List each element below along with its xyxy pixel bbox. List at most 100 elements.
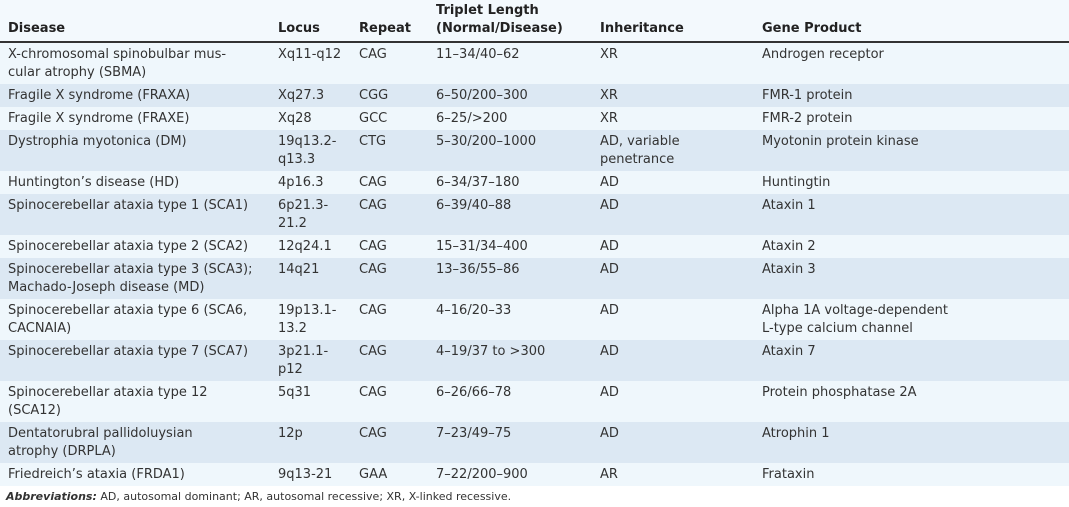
table-row: Spinocerebellar ataxia type 1 (SCA1) 6p21…	[0, 194, 1069, 235]
header-inheritance: Inheritance	[592, 0, 754, 43]
cell-inheritance: AR	[592, 463, 754, 486]
cell-repeat: CAG	[351, 171, 428, 194]
cell-triplet-length: 6–25/>200	[428, 107, 592, 130]
cell-locus: 12p	[270, 422, 351, 463]
cell-repeat: CAG	[351, 235, 428, 258]
cell-repeat: CAG	[351, 194, 428, 235]
table-row: Spinocerebellar ataxia type 7 (SCA7) 3p21…	[0, 340, 1069, 381]
cell-triplet-length: 15–31/34–400	[428, 235, 592, 258]
cell-inheritance: XR	[592, 84, 754, 107]
cell-triplet-length: 6–50/200–300	[428, 84, 592, 107]
cell-gene-product: Ataxin 3	[754, 258, 1069, 299]
table-row: Fragile X syndrome (FRAXE) Xq28 GCC 6–25/>2…	[0, 107, 1069, 130]
cell-locus: 19p13.1-13.2	[270, 299, 351, 340]
cell-inheritance: XR	[592, 107, 754, 130]
cell-inheritance: AD	[592, 235, 754, 258]
cell-inheritance: AD, variable penetrance	[592, 130, 754, 171]
footnote-label: Abbreviations:	[6, 490, 97, 503]
cell-locus: Xq28	[270, 107, 351, 130]
cell-gene-product: Ataxin 7	[754, 340, 1069, 381]
cell-inheritance: AD	[592, 299, 754, 340]
cell-gene-product: Huntingtin	[754, 171, 1069, 194]
cell-disease: Friedreich’s ataxia (FRDA1)	[0, 463, 270, 486]
table-row: Fragile X syndrome (FRAXA) Xq27.3 CGG 6–50/…	[0, 84, 1069, 107]
cell-triplet-length: 6–26/66–78	[428, 381, 592, 422]
cell-triplet-length: 6–34/37–180	[428, 171, 592, 194]
cell-repeat: CAG	[351, 381, 428, 422]
table-row: Dystrophia myotonica (DM) 19q13.2-q13.3 CT…	[0, 130, 1069, 171]
table-row: Huntington’s disease (HD) 4p16.3 CAG 6–34/3…	[0, 171, 1069, 194]
header-triplet-line1: Triplet Length	[436, 3, 539, 18]
cell-inheritance: AD	[592, 381, 754, 422]
cell-gene-product: Myotonin protein kinase	[754, 130, 1069, 171]
cell-repeat: CAG	[351, 340, 428, 381]
disease-table: Disease Locus Repeat Triplet Length (Norm…	[0, 0, 1069, 486]
header-locus: Locus	[270, 0, 351, 43]
header-triplet-line2: (Normal/Disease)	[436, 21, 563, 36]
table-row: Dentatorubral pallidoluysian atrophy (DRP…	[0, 422, 1069, 463]
cell-triplet-length: 4–19/37 to >300	[428, 340, 592, 381]
cell-gene-product: Atrophin 1	[754, 422, 1069, 463]
table-row: Friedreich’s ataxia (FRDA1) 9q13-21 GAA 7–2…	[0, 463, 1069, 486]
header-gene-product: Gene Product	[754, 0, 1069, 43]
cell-disease: Fragile X syndrome (FRAXE)	[0, 107, 270, 130]
cell-disease: Spinocerebellar ataxia type 12 (SCA12)	[0, 381, 270, 422]
cell-locus: 9q13-21	[270, 463, 351, 486]
cell-disease: Dentatorubral pallidoluysian atrophy (DRP…	[0, 422, 270, 463]
cell-repeat: CAG	[351, 42, 428, 84]
cell-inheritance: AD	[592, 258, 754, 299]
cell-locus: 19q13.2-q13.3	[270, 130, 351, 171]
cell-locus: 5q31	[270, 381, 351, 422]
header-disease: Disease	[0, 0, 270, 43]
cell-gene-product: Protein phosphatase 2A	[754, 381, 1069, 422]
cell-triplet-length: 7–23/49–75	[428, 422, 592, 463]
table-row: Spinocerebellar ataxia type 6 (SCA6, CACN…	[0, 299, 1069, 340]
cell-gene-product: FMR-1 protein	[754, 84, 1069, 107]
cell-locus: 14q21	[270, 258, 351, 299]
cell-inheritance: AD	[592, 340, 754, 381]
header-triplet-length: Triplet Length (Normal/Disease)	[428, 0, 592, 43]
cell-disease: Spinocerebellar ataxia type 7 (SCA7)	[0, 340, 270, 381]
cell-gene-product: Frataxin	[754, 463, 1069, 486]
cell-inheritance: XR	[592, 42, 754, 84]
cell-triplet-length: 4–16/20–33	[428, 299, 592, 340]
cell-locus: 6p21.3-21.2	[270, 194, 351, 235]
cell-disease: Spinocerebellar ataxia type 3 (SCA3); Mac…	[0, 258, 270, 299]
cell-gene-product: Alpha 1A voltage-dependent L-type calcium…	[754, 299, 1069, 340]
cell-triplet-length: 5–30/200–1000	[428, 130, 592, 171]
header-repeat: Repeat	[351, 0, 428, 43]
cell-inheritance: AD	[592, 422, 754, 463]
header-row: Disease Locus Repeat Triplet Length (Norm…	[0, 0, 1069, 43]
cell-gene-product: Ataxin 1	[754, 194, 1069, 235]
cell-disease: Spinocerebellar ataxia type 2 (SCA2)	[0, 235, 270, 258]
cell-locus: 3p21.1-p12	[270, 340, 351, 381]
cell-locus: Xq11-q12	[270, 42, 351, 84]
table-row: X-chromosomal spinobulbar mus-cular atro…	[0, 42, 1069, 84]
cell-triplet-length: 7–22/200–900	[428, 463, 592, 486]
cell-inheritance: AD	[592, 171, 754, 194]
table-row: Spinocerebellar ataxia type 12 (SCA12) 5q3…	[0, 381, 1069, 422]
footnote-text: AD, autosomal dominant; AR, autosomal re…	[96, 490, 512, 503]
cell-disease: Huntington’s disease (HD)	[0, 171, 270, 194]
cell-disease: Spinocerebellar ataxia type 6 (SCA6, CACN…	[0, 299, 270, 340]
cell-disease: Dystrophia myotonica (DM)	[0, 130, 270, 171]
cell-triplet-length: 11–34/40–62	[428, 42, 592, 84]
cell-gene-product: FMR-2 protein	[754, 107, 1069, 130]
cell-disease: Fragile X syndrome (FRAXA)	[0, 84, 270, 107]
cell-repeat: CAG	[351, 299, 428, 340]
cell-repeat: CGG	[351, 84, 428, 107]
cell-repeat: CAG	[351, 258, 428, 299]
cell-repeat: CAG	[351, 422, 428, 463]
cell-repeat: CTG	[351, 130, 428, 171]
cell-locus: 12q24.1	[270, 235, 351, 258]
cell-inheritance: AD	[592, 194, 754, 235]
cell-repeat: GAA	[351, 463, 428, 486]
cell-triplet-length: 13–36/55–86	[428, 258, 592, 299]
cell-disease: Spinocerebellar ataxia type 1 (SCA1)	[0, 194, 270, 235]
table-row: Spinocerebellar ataxia type 3 (SCA3); Mac…	[0, 258, 1069, 299]
cell-locus: 4p16.3	[270, 171, 351, 194]
cell-triplet-length: 6–39/40–88	[428, 194, 592, 235]
cell-gene-product: Ataxin 2	[754, 235, 1069, 258]
cell-gene-product: Androgen receptor	[754, 42, 1069, 84]
cell-disease: X-chromosomal spinobulbar mus-cular atro…	[0, 42, 270, 84]
